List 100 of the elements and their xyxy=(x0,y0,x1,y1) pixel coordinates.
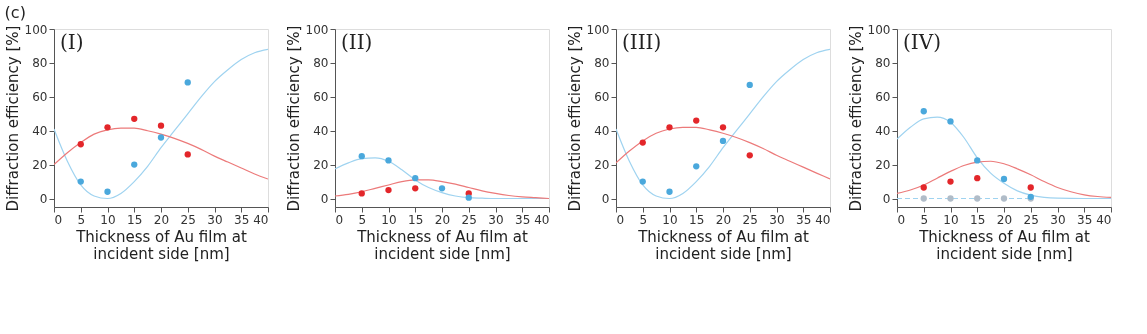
point xyxy=(157,122,165,129)
y-tick-label: 100 xyxy=(305,22,329,37)
x-tick-label: 5 xyxy=(358,212,367,227)
point xyxy=(693,163,700,170)
point xyxy=(947,195,954,202)
x-tick-label: 20 xyxy=(434,212,451,227)
y-tick-label: 60 xyxy=(594,90,610,105)
x-tick-label: 15 xyxy=(127,212,143,227)
y-tick-label: 20 xyxy=(875,158,891,173)
point xyxy=(974,195,981,202)
y-tick-label: 100 xyxy=(586,22,610,37)
x-tick-label: 20 xyxy=(996,212,1013,227)
line-series xyxy=(616,126,830,180)
x-tick-label: 40 xyxy=(253,212,269,227)
x-tick-label: 20 xyxy=(715,212,732,227)
y-tick-label: 60 xyxy=(313,90,329,105)
y-tick-label: 0 xyxy=(882,192,891,207)
x-tick-label: 40 xyxy=(1096,212,1112,227)
point xyxy=(77,178,84,185)
x-tick-label: 25 xyxy=(742,212,758,227)
line-series xyxy=(897,116,1111,200)
point xyxy=(157,134,165,141)
y-tick-label: 0 xyxy=(39,192,48,207)
point xyxy=(184,79,191,86)
point xyxy=(974,157,981,164)
point xyxy=(104,188,111,195)
y-tick-label: 60 xyxy=(32,90,48,105)
x-axis-title: Thickness of Au film at incident side [nm] xyxy=(75,227,247,263)
y-axis-title: Diffraction efficiency [%] xyxy=(284,25,303,212)
point xyxy=(1000,175,1008,183)
x-tick-label: 25 xyxy=(1023,212,1039,227)
point xyxy=(104,124,111,131)
point xyxy=(77,141,84,148)
point xyxy=(666,188,673,195)
x-tick-label: 10 xyxy=(662,212,678,227)
y-axis-title: Diffraction efficiency [%] xyxy=(846,25,865,212)
point xyxy=(385,186,392,194)
point xyxy=(465,194,472,201)
y-tick-label: 80 xyxy=(313,56,329,71)
x-tick-label: 0 xyxy=(897,212,906,227)
point xyxy=(947,178,954,185)
x-tick-label: 30 xyxy=(488,212,504,227)
y-axis-title: Diffraction efficiency [%] xyxy=(3,25,22,212)
x-tick-label: 25 xyxy=(461,212,477,227)
x-tick-label: 15 xyxy=(970,212,986,227)
x-tick-label: 40 xyxy=(534,212,550,227)
x-tick-label: 5 xyxy=(77,212,86,227)
y-tick-label: 40 xyxy=(313,124,329,139)
point xyxy=(947,118,954,125)
x-tick-label: 5 xyxy=(639,212,648,227)
point xyxy=(358,152,365,160)
annotation: (I) xyxy=(60,30,84,54)
point xyxy=(1027,184,1034,191)
x-tick-label: 0 xyxy=(616,212,625,227)
point xyxy=(920,184,927,191)
y-tick-label: 60 xyxy=(875,90,891,105)
point xyxy=(358,190,365,197)
annotation: (III) xyxy=(622,30,662,54)
point xyxy=(385,157,392,164)
x-tick-label: 0 xyxy=(335,212,344,227)
x-tick-label: 15 xyxy=(408,212,424,227)
y-tick-label: 0 xyxy=(601,192,610,207)
x-tick-label: 35 xyxy=(515,212,531,227)
x-tick-label: 35 xyxy=(234,212,250,227)
x-tick-label: 15 xyxy=(689,212,705,227)
point xyxy=(666,124,673,131)
x-axis-title: Thickness of Au film at incident side [nm] xyxy=(918,227,1090,263)
x-tick-label: 35 xyxy=(1077,212,1093,227)
y-tick-label: 20 xyxy=(32,158,48,173)
x-axis-title: Thickness of Au film at incident side [nm] xyxy=(356,227,528,263)
x-tick-label: 10 xyxy=(100,212,116,227)
point xyxy=(719,124,727,131)
x-tick-label: 30 xyxy=(1050,212,1066,227)
point xyxy=(1000,195,1008,202)
annotation: (IV) xyxy=(903,30,941,54)
y-tick-label: 100 xyxy=(867,22,891,37)
point xyxy=(639,139,646,146)
y-tick-label: 20 xyxy=(594,158,610,173)
point xyxy=(184,151,191,158)
y-tick-label: 80 xyxy=(32,56,48,71)
point xyxy=(746,152,753,159)
x-tick-label: 30 xyxy=(769,212,785,227)
point xyxy=(920,108,927,115)
y-tick-label: 0 xyxy=(320,192,329,207)
point xyxy=(639,178,646,185)
point xyxy=(746,81,753,89)
point xyxy=(693,117,700,124)
point xyxy=(412,185,419,192)
x-axis-title: Thickness of Au film at incident side [nm] xyxy=(637,227,809,263)
point xyxy=(131,115,138,122)
point xyxy=(920,195,927,202)
y-tick-label: 20 xyxy=(313,158,329,173)
x-tick-label: 35 xyxy=(796,212,812,227)
x-tick-label: 20 xyxy=(153,212,170,227)
y-tick-label: 40 xyxy=(594,124,610,139)
point xyxy=(412,175,419,182)
y-tick-label: 100 xyxy=(24,22,48,37)
x-tick-label: 30 xyxy=(207,212,223,227)
x-tick-label: 0 xyxy=(54,212,63,227)
y-tick-label: 40 xyxy=(875,124,891,139)
